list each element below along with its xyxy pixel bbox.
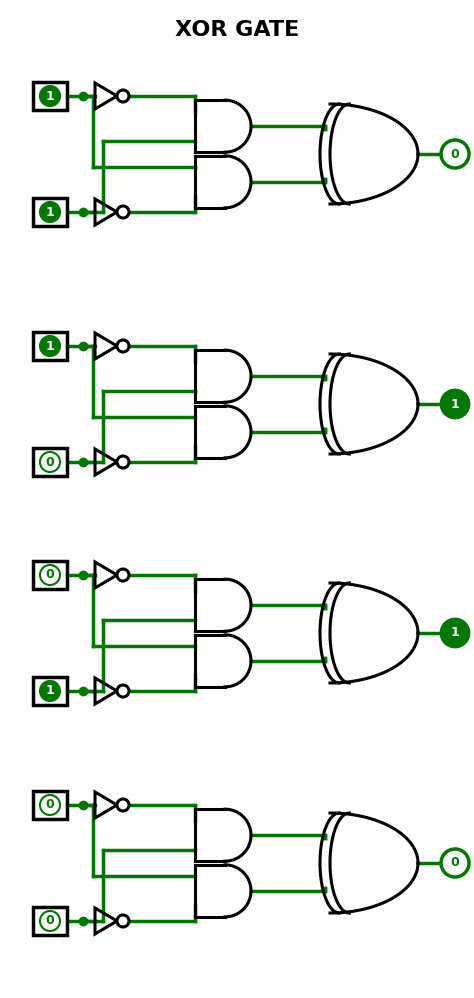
Circle shape (40, 202, 60, 222)
Text: XOR GATE: XOR GATE (175, 20, 299, 40)
Bar (33, 561, 67, 589)
Circle shape (40, 795, 60, 815)
Circle shape (40, 452, 60, 472)
Circle shape (117, 206, 129, 218)
Text: 1: 1 (451, 627, 459, 640)
Bar (33, 448, 67, 476)
Circle shape (40, 565, 60, 585)
Circle shape (441, 619, 469, 647)
Circle shape (117, 799, 129, 811)
Text: 1: 1 (46, 90, 55, 103)
Text: 0: 0 (46, 914, 55, 927)
Circle shape (40, 336, 60, 356)
Circle shape (117, 685, 129, 697)
Circle shape (441, 390, 469, 418)
Text: 0: 0 (451, 148, 459, 161)
Text: 0: 0 (46, 455, 55, 468)
Bar (33, 198, 67, 226)
Circle shape (117, 915, 129, 927)
Circle shape (117, 456, 129, 468)
Text: 0: 0 (46, 569, 55, 582)
Circle shape (40, 911, 60, 931)
Text: 1: 1 (46, 685, 55, 698)
Bar (33, 791, 67, 819)
Circle shape (441, 849, 469, 877)
Circle shape (117, 90, 129, 102)
Text: 0: 0 (451, 856, 459, 869)
Text: 1: 1 (46, 206, 55, 219)
Bar (33, 332, 67, 360)
Circle shape (441, 140, 469, 168)
Bar (33, 907, 67, 935)
Bar (33, 82, 67, 110)
Circle shape (117, 569, 129, 581)
Text: 1: 1 (451, 397, 459, 410)
Circle shape (40, 86, 60, 106)
Text: 0: 0 (46, 798, 55, 811)
Circle shape (117, 340, 129, 352)
Circle shape (40, 681, 60, 701)
Text: 1: 1 (46, 339, 55, 352)
Bar (33, 677, 67, 705)
